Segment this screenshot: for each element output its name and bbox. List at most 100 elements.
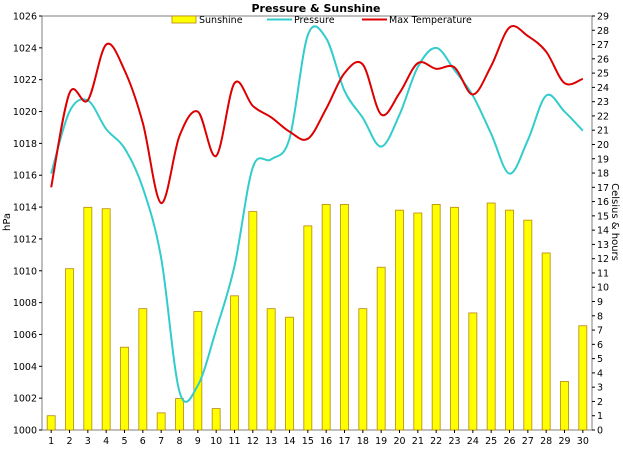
- sunshine-bar: [541, 252, 551, 431]
- sunshine-bar: [230, 295, 239, 431]
- sunshine-bar: [505, 209, 514, 431]
- x-tick-label: 28: [540, 436, 552, 447]
- y-right-tick-label: 1: [597, 411, 603, 422]
- y-right-tick-label: 24: [597, 83, 609, 94]
- y-left-tick-label: 1000: [13, 426, 37, 437]
- sunshine-bar: [523, 219, 533, 431]
- sunshine-bar: [46, 415, 56, 431]
- y-left-tick-label: 1026: [13, 12, 37, 23]
- sunshine-bar: [431, 204, 441, 431]
- x-tick-label: 16: [320, 436, 332, 447]
- sunshine-bar: [120, 346, 129, 431]
- x-tick-label: 2: [66, 436, 72, 447]
- x-tick-label: 17: [338, 436, 350, 447]
- y-left-tick-label: 1010: [13, 266, 37, 277]
- y-right-tick-label: 29: [597, 12, 609, 23]
- x-tick-label: 26: [503, 436, 515, 447]
- y-right-tick-label: 23: [597, 97, 609, 108]
- sunshine-bar: [321, 204, 331, 431]
- max-temperature-line: [50, 25, 584, 205]
- legend-max-temperature-label: Max Temperature: [389, 15, 472, 26]
- y-right-tick-label: 9: [597, 297, 603, 308]
- chart-title: Pressure & Sunshine: [251, 2, 380, 15]
- y-right-tick-label: 26: [597, 54, 609, 65]
- y-left-tick-label: 1002: [13, 394, 37, 405]
- x-tick-label: 10: [210, 436, 222, 447]
- x-tick-label: 27: [522, 436, 534, 447]
- y-right-tick-label: 0: [597, 426, 603, 437]
- sunshine-bar: [395, 209, 404, 431]
- legend: Sunshine Pressure Max Temperature: [171, 15, 472, 26]
- sunshine-bar: [486, 202, 496, 431]
- x-tick-label: 24: [467, 436, 479, 447]
- y-left-tick-label: 1016: [13, 171, 37, 182]
- x-tick-label: 30: [577, 436, 589, 447]
- y-left-tick-label: 1012: [13, 234, 37, 245]
- y-right-tick-label: 21: [597, 126, 609, 137]
- x-tick-label: 25: [485, 436, 497, 447]
- y-right-tick-label: 8: [597, 311, 603, 322]
- legend-sunshine-swatch: [171, 15, 197, 24]
- y-left-tick-label: 1004: [13, 362, 37, 373]
- y-right-tick-label: 20: [597, 140, 609, 151]
- y-left-tick-label: 1006: [13, 330, 37, 341]
- sunshine-bar: [138, 308, 148, 431]
- y-right-tick-label: 17: [597, 183, 609, 194]
- sunshine-bar: [175, 398, 184, 431]
- pressure-line: [50, 25, 584, 403]
- x-tick-label: 23: [448, 436, 460, 447]
- plot-area: [41, 15, 593, 431]
- x-tick-label: 29: [558, 436, 570, 447]
- sunshine-bar: [340, 204, 349, 431]
- y-right-tick-label: 27: [597, 40, 609, 51]
- x-tick-label: 15: [302, 436, 314, 447]
- sunshine-bar: [193, 311, 203, 431]
- y-left-tick-label: 1024: [13, 43, 37, 54]
- y-right-tick-label: 14: [597, 226, 609, 237]
- y-right-tick-label: 10: [597, 283, 609, 294]
- y-right-tick-label: 12: [597, 254, 609, 265]
- y-left-tick-label: 1008: [13, 298, 37, 309]
- y-right-tick-label: 13: [597, 240, 609, 251]
- y-right-axis-label: Celsius & hours: [609, 183, 620, 261]
- legend-pressure-label: Pressure: [294, 15, 335, 26]
- sunshine-bar: [156, 412, 166, 431]
- sunshine-bars: [46, 202, 588, 431]
- x-tick-label: 22: [430, 436, 442, 447]
- x-tick-label: 6: [140, 436, 146, 447]
- x-tick-label: 3: [85, 436, 91, 447]
- x-tick-label: 19: [375, 436, 387, 447]
- y-left-tick-label: 1018: [13, 139, 37, 150]
- y-left-tick-label: 1022: [13, 75, 37, 86]
- sunshine-bar: [413, 212, 423, 431]
- sunshine-bar: [266, 308, 276, 431]
- x-tick-label: 7: [158, 436, 164, 447]
- y-right-tick-label: 16: [597, 197, 609, 208]
- sunshine-bar: [211, 408, 221, 431]
- y-right-tick-label: 28: [597, 26, 609, 37]
- x-tick-label: 9: [195, 436, 201, 447]
- y-left-tick-label: 1014: [13, 203, 37, 214]
- sunshine-bar: [450, 206, 459, 431]
- y-right-tick-label: 5: [597, 354, 603, 365]
- sunshine-bar: [83, 206, 93, 431]
- y-right-tick-label: 3: [597, 383, 603, 394]
- sunshine-bar: [65, 268, 74, 431]
- x-tick-label: 1: [48, 436, 54, 447]
- y-right-tick-label: 11: [597, 268, 609, 279]
- sunshine-bar: [101, 208, 111, 431]
- y-right-tick-label: 19: [597, 154, 609, 165]
- y-right-tick-label: 18: [597, 169, 609, 180]
- y-left-axis-label: hPa: [2, 213, 13, 231]
- x-tick-label: 20: [393, 436, 405, 447]
- y-right-tick-label: 6: [597, 340, 603, 351]
- x-tick-label: 18: [357, 436, 369, 447]
- x-tick-label: 4: [103, 436, 109, 447]
- x-tick-label: 13: [265, 436, 277, 447]
- y-right-tick-label: 25: [597, 69, 609, 80]
- y-right-tick-label: 4: [597, 368, 603, 379]
- y-left-tick-label: 1020: [13, 107, 37, 118]
- x-tick-label: 5: [121, 436, 127, 447]
- sunshine-bar: [376, 266, 386, 431]
